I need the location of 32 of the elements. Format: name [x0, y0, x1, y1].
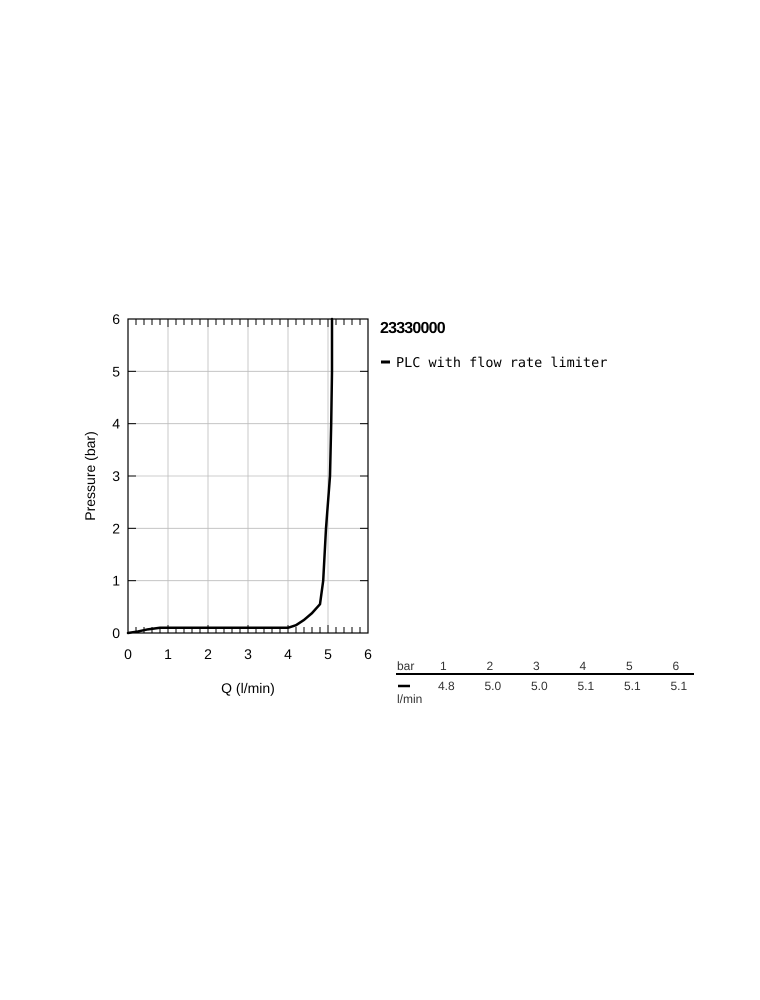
text: 5.0: [531, 679, 548, 693]
x-axis-title: Q (l/min): [221, 680, 275, 696]
x-tick-label: 4: [284, 646, 292, 662]
y-tick-label: 1: [112, 572, 120, 589]
x-tick-label: 6: [364, 646, 372, 662]
text: 5.1: [670, 679, 688, 693]
y-tick-label: 4: [112, 416, 120, 432]
text: 23330000: [380, 320, 446, 337]
x-tick-label: 0: [124, 646, 132, 662]
x-tick-label: 1: [164, 646, 172, 662]
text: 5: [626, 659, 633, 673]
y-tick-label: 3: [112, 468, 120, 484]
text: 4.8: [438, 679, 456, 693]
text: bar: [397, 659, 414, 673]
y-tick-label: 2: [112, 520, 120, 536]
y-tick-label: 6: [112, 311, 120, 327]
text: 5.1: [624, 679, 642, 693]
text: 3: [533, 659, 540, 673]
text: l/min: [397, 692, 422, 706]
x-tick-label: 2: [204, 646, 212, 662]
x-tick-label: 5: [324, 646, 332, 662]
text: 1: [440, 659, 447, 673]
text: 2: [486, 659, 494, 673]
text: 6: [672, 659, 680, 673]
x-tick-label: 3: [244, 646, 252, 662]
y-tick-label: 0: [112, 625, 120, 641]
text: 5.0: [484, 679, 502, 693]
y-axis-title: Pressure (bar): [82, 431, 98, 521]
text: 5.1: [578, 679, 595, 693]
text: 4: [580, 659, 586, 673]
y-tick-label: 5: [112, 363, 120, 380]
legend-label: PLC with flow rate limiter: [396, 355, 608, 371]
